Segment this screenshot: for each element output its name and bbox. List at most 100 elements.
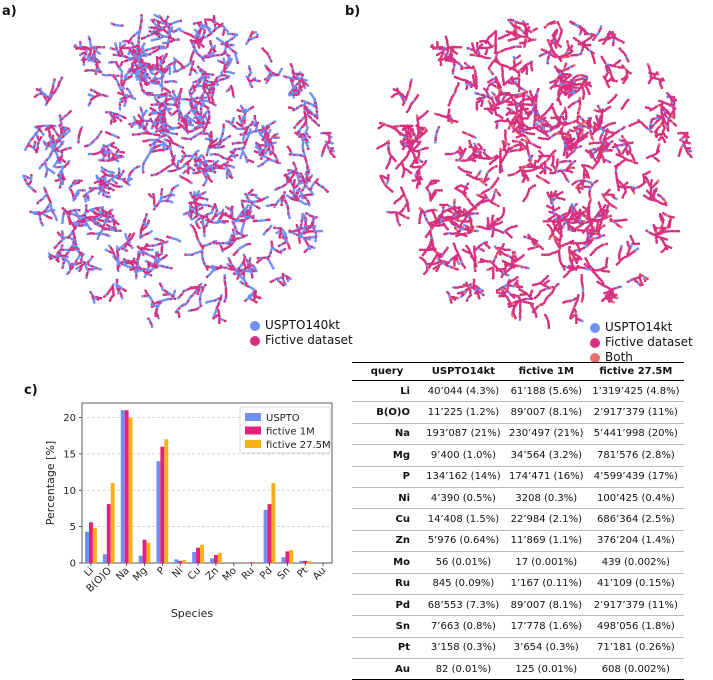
table-cell: 2’917’379 (11%) — [588, 594, 684, 615]
table-cell: 61’188 (5.6%) — [505, 381, 588, 402]
bar — [200, 545, 204, 563]
table-cell-query: Mo — [352, 552, 422, 573]
legend-b-marker-1 — [590, 338, 600, 348]
tmap-plot-b — [367, 5, 697, 335]
table-header-row: query USPTO14kt fictive 1M fictive 27.5M — [352, 363, 684, 381]
table-cell: 22’984 (2.1%) — [505, 509, 588, 530]
bar — [156, 461, 160, 563]
bar — [289, 550, 293, 563]
bar — [214, 555, 218, 563]
bar — [281, 557, 285, 563]
y-tick-label: 5 — [70, 522, 76, 533]
table-cell: 5’976 (0.64%) — [422, 530, 505, 551]
bar — [111, 483, 115, 563]
y-tick-label: 20 — [63, 413, 76, 424]
legend-a-label-0: USPTO140kt — [265, 318, 340, 333]
bar — [268, 504, 272, 563]
legend-b-item: USPTO14kt — [590, 320, 693, 335]
bar — [307, 561, 311, 563]
table-cell: 1’167 (0.11%) — [505, 573, 588, 594]
tmap-plot-a — [10, 5, 340, 335]
legend-swatch — [245, 413, 261, 421]
table-cell: 100’425 (0.4%) — [588, 487, 684, 508]
y-axis-label: Percentage [%] — [44, 441, 57, 525]
x-tick-label: Pd — [258, 565, 275, 582]
y-tick-label: 15 — [63, 449, 76, 460]
bar — [182, 560, 186, 563]
bar — [85, 532, 89, 563]
table-cell: 11’225 (1.2%) — [422, 402, 505, 423]
bar — [164, 439, 168, 563]
bar — [285, 551, 289, 563]
legend-label: fictive 1M — [266, 427, 315, 438]
table-cell-query: Ni — [352, 487, 422, 508]
table-cell: 439 (0.002%) — [588, 552, 684, 573]
x-tick-label: Pt — [296, 565, 311, 580]
bar — [218, 553, 222, 563]
table-cell: 230’497 (21%) — [505, 423, 588, 444]
bar — [174, 559, 178, 563]
tmap-points — [376, 19, 692, 329]
bar — [107, 504, 111, 563]
legend-a: USPTO140kt Fictive dataset — [250, 318, 353, 348]
bar — [264, 510, 268, 563]
header-fictive-1m: fictive 1M — [505, 363, 588, 381]
bar — [129, 418, 133, 563]
table-cell: 89’007 (8.1%) — [505, 402, 588, 423]
table-cell-query: Au — [352, 659, 422, 680]
bar — [192, 552, 196, 563]
species-table: query USPTO14kt fictive 1M fictive 27.5M… — [352, 362, 684, 680]
table-cell: 40’044 (4.3%) — [422, 381, 505, 402]
table-cell: 41’109 (0.15%) — [588, 573, 684, 594]
bar — [160, 447, 164, 563]
x-tick-label: Ru — [240, 565, 257, 582]
x-axis-label: Species — [171, 607, 214, 620]
x-tick-label: P — [155, 565, 167, 577]
table-cell: 781’576 (2.8%) — [588, 445, 684, 466]
table-cell: 11’869 (1.1%) — [505, 530, 588, 551]
bar — [271, 483, 275, 563]
y-tick-label: 10 — [63, 486, 76, 497]
panel-label-b: b) — [345, 4, 360, 19]
legend-a-marker-0 — [250, 321, 260, 331]
bar — [93, 528, 97, 563]
legend-b-label-0: USPTO14kt — [605, 320, 672, 335]
legend-b-label-1: Fictive dataset — [605, 335, 693, 350]
legend-b-marker-2 — [590, 353, 600, 363]
table-cell: 89’007 (8.1%) — [505, 594, 588, 615]
legend-label: USPTO — [266, 413, 300, 424]
legend-label: fictive 27.5M — [266, 440, 331, 451]
table-cell: 9’400 (1.0%) — [422, 445, 505, 466]
table-cell: 4’599’439 (17%) — [588, 466, 684, 487]
x-tick-label: Na — [114, 565, 131, 582]
table-cell: 14’408 (1.5%) — [422, 509, 505, 530]
table-cell: 3’158 (0.3%) — [422, 637, 505, 658]
bar — [299, 561, 303, 563]
bar — [103, 554, 107, 563]
bar — [178, 561, 182, 563]
table-cell: 845 (0.09%) — [422, 573, 505, 594]
header-fictive-27m: fictive 27.5M — [588, 363, 684, 381]
table-cell: 71’181 (0.26%) — [588, 637, 684, 658]
table-cell: 34’564 (3.2%) — [505, 445, 588, 466]
x-tick-label: Au — [311, 565, 328, 582]
bar — [143, 540, 147, 563]
legend-a-item: USPTO140kt — [250, 318, 353, 333]
x-tick-label: Cu — [186, 565, 203, 582]
table-cell-query: Cu — [352, 509, 422, 530]
legend-b-marker-0 — [590, 323, 600, 333]
bar — [196, 548, 200, 563]
legend-swatch — [245, 440, 261, 448]
table-cell: 174’471 (16%) — [505, 466, 588, 487]
